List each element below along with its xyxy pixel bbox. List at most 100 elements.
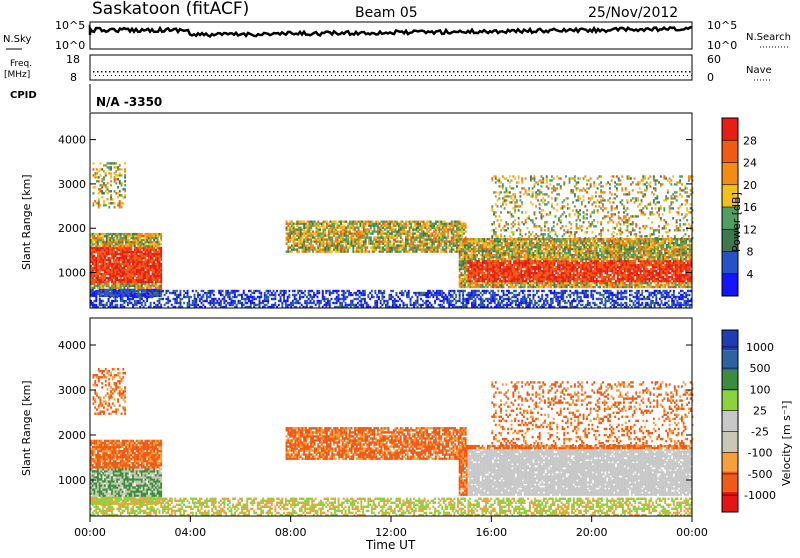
freq-point [597,71,599,73]
heatmap-cell [287,223,289,225]
heatmap-cell [141,251,143,253]
heatmap-cell [605,276,607,278]
nsearch-tick-low: 10^0 [707,39,737,52]
freq-point [325,71,327,73]
heatmap-cell [119,180,121,182]
nave-point [99,75,100,76]
heatmap-cell [115,259,117,261]
heatmap-cell [123,245,125,247]
nave-point [519,75,520,76]
heatmap-cell [298,221,300,223]
heatmap-cell [533,238,535,240]
heatmap-cell [116,257,118,259]
heatmap-cell [534,266,536,268]
freq-point [321,71,323,73]
freq-point [369,71,371,73]
heatmap-cell [338,240,340,242]
nave-point [419,75,420,76]
heatmap-cell [409,238,411,240]
freq-point [681,71,683,73]
heatmap-cell [95,237,97,239]
heatmap-cell [365,228,367,230]
heatmap-cell [480,284,482,286]
nave-point [415,75,416,76]
heatmap-cell [393,221,395,223]
heatmap-cell [449,248,451,250]
heatmap-cell [525,238,527,240]
heatmap-cell [101,196,103,198]
heatmap-cell [122,196,124,198]
heatmap-cell [107,182,109,184]
nave-point [203,75,204,76]
heatmap-cell [122,202,124,204]
heatmap-cell [296,242,298,244]
heatmap-cell [344,221,346,223]
heatmap-cell [480,258,482,260]
heatmap-cell [388,221,390,223]
heatmap-cell [421,240,423,242]
nsearch-tick-high: 10^5 [707,19,737,32]
heatmap-cell [125,233,127,235]
heatmap-cell [578,262,580,264]
heatmap-cell [338,225,340,227]
heatmap-cell [375,236,377,238]
heatmap-cell [314,246,316,248]
freq-point [613,71,615,73]
freq-point [121,71,123,73]
nave-point [691,75,692,76]
heatmap-cell [426,221,428,223]
heatmap-cell [382,221,384,223]
heatmap-cell [143,261,145,263]
nave-point [375,75,376,76]
heatmap-cell [95,285,97,287]
heatmap-cell [466,238,468,240]
heatmap-cell [610,244,612,246]
heatmap-cell [358,221,360,223]
heatmap-cell [112,198,114,200]
heatmap-cell [124,168,126,170]
nave-point [211,75,212,76]
freq-point [265,71,267,73]
heatmap-cell [331,236,333,238]
heatmap-cell [333,221,335,223]
heatmap-cell [612,260,614,262]
nave-point [263,75,264,76]
heatmap-cell [113,281,115,283]
heatmap-cell [459,246,461,248]
freq-point [669,71,671,73]
heatmap-cell [548,250,550,252]
heatmap-cell [286,242,288,244]
heatmap-cell [99,277,101,279]
heatmap-cell [294,223,296,225]
freq-point [409,71,411,73]
heatmap-cell [494,254,496,256]
heatmap-cell [522,274,524,276]
heatmap-cell [569,238,571,240]
nave-point [199,75,200,76]
heatmap-cell [594,280,596,282]
heatmap-cell [143,287,145,289]
heatmap-cell [358,227,360,229]
heatmap-cell [296,248,298,250]
heatmap-cell [447,223,449,225]
heatmap-cell [101,184,103,186]
heatmap-cell [118,257,120,259]
heatmap-cell [100,162,102,164]
freq-point [405,71,407,73]
heatmap-cell [291,244,293,246]
heatmap-cell [396,230,398,232]
heatmap-cell [99,233,101,235]
freq-point [477,71,479,73]
heatmap-cell [146,245,148,247]
heatmap-cell [115,251,117,253]
heatmap-cell [501,242,503,244]
heatmap-cell [440,221,442,223]
heatmap-cell [601,238,603,240]
heatmap-cell [578,272,580,274]
heatmap-cell [117,174,119,176]
heatmap-cell [125,289,127,291]
heatmap-cell [483,238,485,240]
heatmap-cell [101,168,103,170]
heatmap-cell [407,230,409,232]
heatmap-cell [557,272,559,274]
